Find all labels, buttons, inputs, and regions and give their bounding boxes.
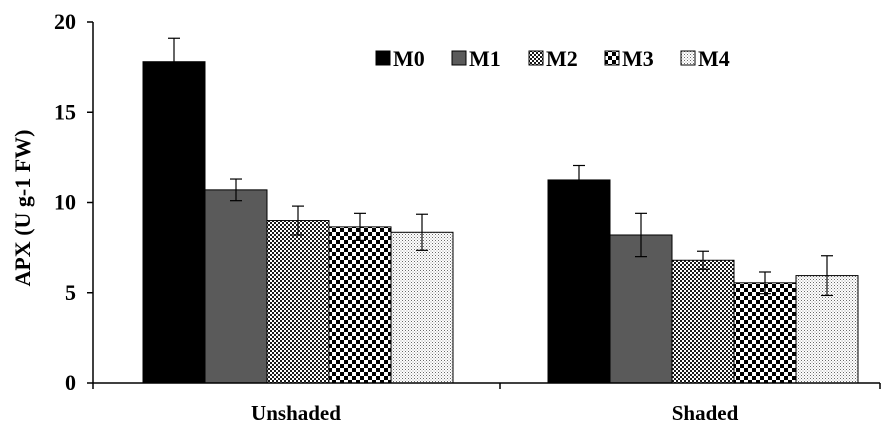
legend-swatch [528,50,544,66]
error-bar-m0-unshaded [168,37,180,86]
bars-layer [142,61,859,384]
x-tick-label-shaded: Shaded [672,401,739,425]
bar-m0-shaded [547,179,611,384]
legend-item-m0: M0 [375,46,425,71]
error-bar-m2-unshaded [292,205,304,236]
error-bar-m2-shaded [697,250,709,270]
legend-label: M2 [546,46,578,71]
legend-label: M3 [622,46,654,71]
legend-item-m2: M2 [528,46,578,71]
bar-m3-unshaded [328,226,392,384]
y-tick-label: 5 [65,280,76,305]
error-bars-layer [168,37,833,297]
legend-item-m4: M4 [680,46,730,71]
bar-m4-unshaded [390,231,454,384]
legend-item-m1: M1 [451,46,501,71]
y-tick-label: 15 [54,99,76,124]
y-tick-label: 20 [54,9,76,34]
legend-label: M4 [698,46,730,71]
error-bar-m3-unshaded [354,212,366,242]
bar-m2-shaded [671,259,735,384]
y-tick-label: 10 [54,190,76,215]
legend-swatch [451,50,467,66]
bar-m3-shaded [733,282,797,384]
bar-m2-unshaded [266,220,330,384]
error-bar-m1-unshaded [230,178,242,202]
bar-m1-unshaded [204,189,268,384]
y-axis-label: APX (U g-1 FW) [10,129,35,286]
error-bar-m3-shaded [759,271,771,295]
error-bar-m4-shaded [821,255,833,297]
bar-m0-unshaded [142,61,206,384]
error-bar-m4-unshaded [416,213,428,251]
x-ticks: Unshaded Shaded [92,383,881,425]
legend-swatch [604,50,620,66]
error-bar-m0-shaded [573,164,585,195]
error-bar-m1-shaded [635,212,647,258]
legend: M0 M1 M2 M3 M4 [375,46,730,71]
y-ticks: 0 5 10 15 20 [54,9,93,395]
legend-label: M1 [469,46,501,71]
legend-label: M0 [393,46,425,71]
y-tick-label: 0 [65,370,76,395]
legend-swatch [375,50,391,66]
x-tick-label-unshaded: Unshaded [251,401,341,425]
legend-swatch [680,50,696,66]
legend-item-m3: M3 [604,46,654,71]
bar-m1-shaded [609,234,673,384]
